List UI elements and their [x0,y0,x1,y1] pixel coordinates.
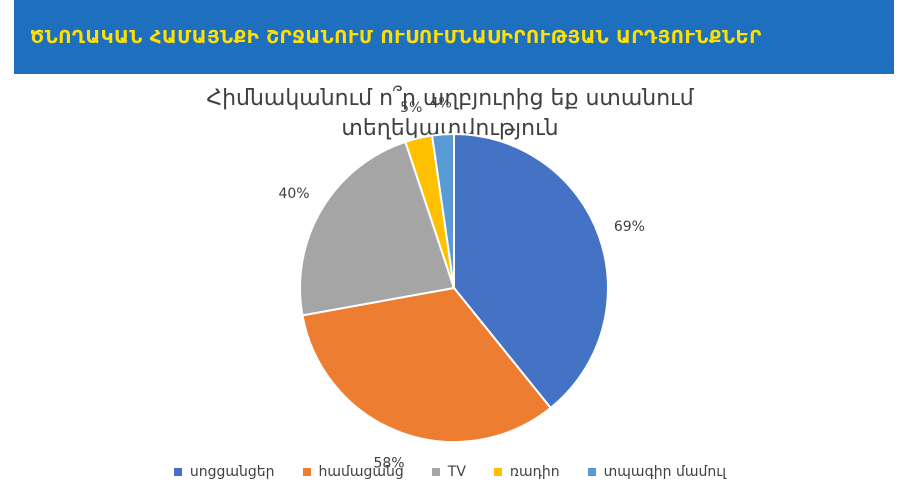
legend-item-tv: TV [431,464,466,480]
pie-slice [301,286,553,443]
pie-data-label: 40% [278,186,309,202]
pie-slice [453,132,609,410]
pie-slices [299,132,609,443]
chart-legend: սոցցանցեր համացանց TV ռադիո տպագիր մամու… [0,464,900,480]
legend-swatch [493,468,502,476]
legend-label: տպագիր մամուլ [603,464,727,480]
pie-data-labels: 69% 58% 40% 5% 4% [278,95,644,471]
legend-swatch [587,468,596,476]
pie-data-label: 69% [614,219,645,235]
pie-data-label: 58% [373,455,404,471]
legend-label: սոցցանցեր [189,464,275,480]
legend-swatch [173,468,182,476]
legend-item-print-press: տպագիր մամուլ [587,464,727,480]
chart-title: Հիմնականում ո՞ր աղբյուրից եք ստանում տեղ… [0,84,900,144]
banner-title: ԾՆՈՂԱԿԱՆ ՀԱՄԱՅՆՔԻ ՇՐՋԱՆՈՒՄ ՈՒՍՈՒՄՆԱՍԻՐՈՒ… [30,26,762,48]
pie-slice [299,140,456,317]
legend-label: TV [447,464,466,480]
pie-data-label: 5% [400,100,422,116]
legend-label: ռադիո [509,464,560,480]
header-banner: ԾՆՈՂԱԿԱՆ ՀԱՄԱՅՆՔԻ ՇՐՋԱՆՈՒՄ ՈՒՍՈՒՄՆԱՍԻՐՈՒ… [14,0,894,74]
legend-item-internet: համացանց [302,464,404,480]
legend-label: համացանց [318,464,404,480]
chart-title-line-1: Հիմնականում ո՞ր աղբյուրից եք ստանում [206,86,694,111]
legend-item-social-networks: սոցցանցեր [173,464,275,480]
legend-swatch [302,468,311,476]
pie-slice [430,132,455,289]
legend-swatch [431,468,440,476]
pie-data-label: 4% [430,95,452,111]
legend-item-radio: ռադիո [493,464,560,480]
